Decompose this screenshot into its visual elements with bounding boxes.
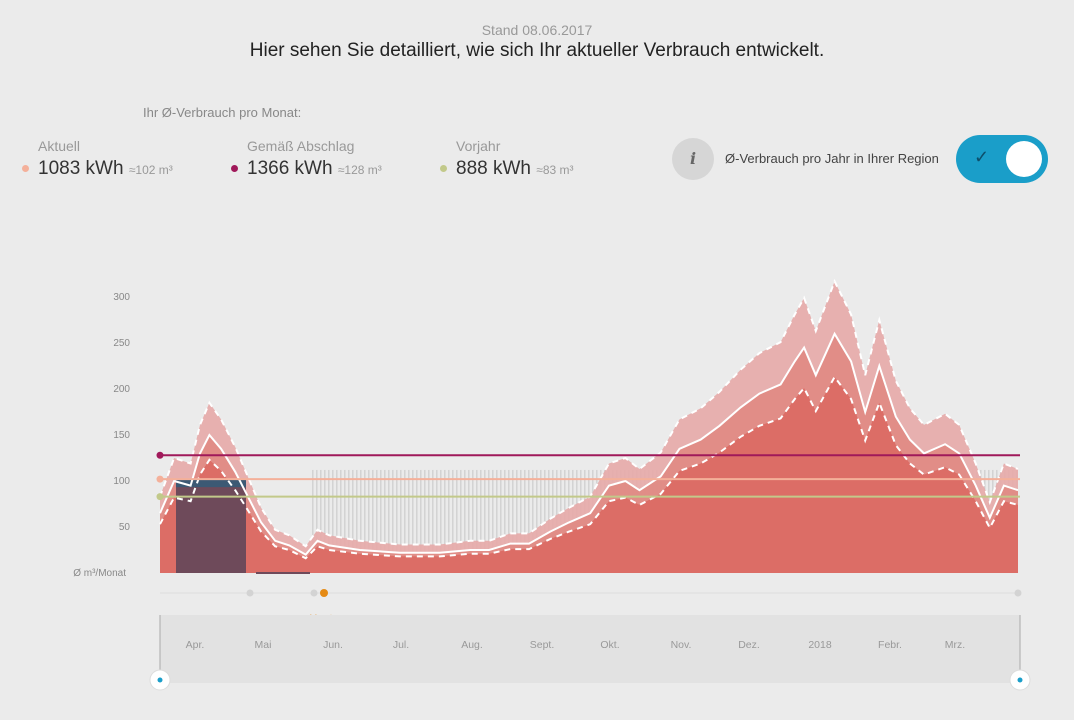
month-label: Mrz. <box>945 639 965 651</box>
timeline-dot[interactable] <box>1014 589 1022 597</box>
timeline-dot[interactable] <box>246 589 254 597</box>
selected-month-top <box>176 479 246 488</box>
y-axis-label: Ø m³/Monat <box>73 568 126 579</box>
reference-dot <box>156 451 164 459</box>
check-icon: ✓ <box>974 147 990 167</box>
legend-dot <box>231 165 238 173</box>
stat-vorjahr: Vorjahr 888 kWh ≈83 m³ <box>440 138 574 180</box>
toggle-knob <box>1006 141 1042 177</box>
stat-abschlag: Gemäß Abschlag 1366 kWh ≈128 m³ <box>231 138 382 180</box>
reference-dot <box>156 475 164 483</box>
lower-band <box>160 377 1018 573</box>
y-tick-label: 300 <box>113 292 130 303</box>
month-label: Jun. <box>323 639 343 651</box>
stat-value: 1083 kWh <box>38 158 124 179</box>
stat-aktuell: Aktuell 1083 kWh ≈102 m³ <box>22 138 173 180</box>
stat-approx: ≈102 m³ <box>128 163 173 177</box>
stat-label: Vorjahr <box>456 138 501 154</box>
y-tick-label: 100 <box>113 476 130 487</box>
month-label: Aug. <box>461 639 483 651</box>
month-label: Mai <box>255 639 272 651</box>
region-toggle-label: Ø-Verbrauch pro Jahr in Ihrer Region <box>725 151 939 166</box>
stat-value: 888 kWh <box>456 158 531 179</box>
upper-line <box>159 278 1019 548</box>
y-tick-label: 200 <box>113 384 130 395</box>
legend-dot <box>22 165 29 173</box>
range-panel[interactable] <box>160 615 1020 683</box>
y-tick-label: 250 <box>113 338 130 349</box>
month-label: Apr. <box>186 639 205 651</box>
stat-approx: ≈83 m³ <box>536 163 574 177</box>
month-label: Nov. <box>671 639 692 651</box>
stat-approx: ≈128 m³ <box>337 163 382 177</box>
info-icon[interactable]: i <box>672 138 714 180</box>
reference-dot <box>156 493 164 501</box>
month-label: Jul. <box>393 639 409 651</box>
month-label: Dez. <box>738 639 760 651</box>
summary-title: Ihr Ø-Verbrauch pro Monat: <box>143 105 302 120</box>
region-toggle[interactable]: ✓ <box>956 135 1048 183</box>
handle-dot <box>1017 677 1023 683</box>
legend-dot <box>440 165 447 173</box>
timeline-dot[interactable] <box>310 589 318 597</box>
month-label: Febr. <box>878 639 902 651</box>
stat-label: Aktuell <box>38 138 81 154</box>
selected-month-bar[interactable] <box>176 479 246 573</box>
lower-line <box>159 375 1019 560</box>
month-label: 2018 <box>808 639 832 651</box>
handle-dot <box>157 677 163 683</box>
page-title: Hier sehen Sie detailliert, wie sich Ihr… <box>249 40 825 61</box>
y-tick-label: 50 <box>119 522 131 533</box>
mid-line <box>159 331 1019 556</box>
month-label: Sept. <box>530 639 555 651</box>
y-tick-label: 150 <box>113 430 130 441</box>
stat-label: Gemäß Abschlag <box>247 138 355 154</box>
month-label: Okt. <box>600 639 619 651</box>
stat-value: 1366 kWh <box>247 158 333 179</box>
stand-date: Stand 08.06.2017 <box>481 22 593 38</box>
today-dot[interactable] <box>320 589 328 597</box>
